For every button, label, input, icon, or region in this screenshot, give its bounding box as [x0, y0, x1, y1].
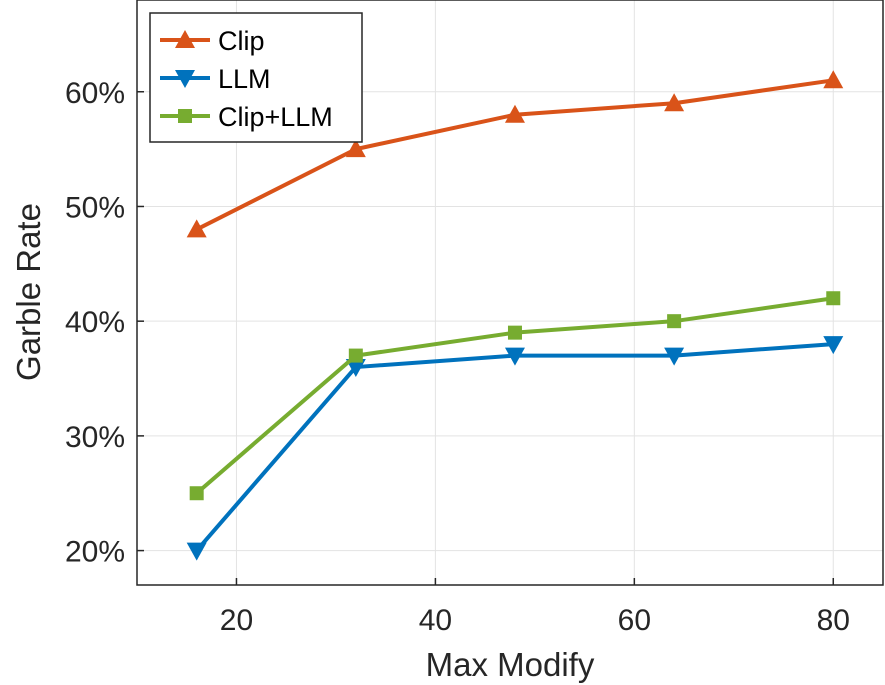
- legend-label-llm: LLM: [218, 64, 271, 94]
- data-point-clip-llm: [826, 291, 841, 306]
- x-axis-label: Max Modify: [426, 646, 595, 683]
- data-point-llm: [664, 347, 685, 366]
- data-point-llm: [823, 336, 844, 355]
- data-point-clip: [823, 70, 844, 89]
- x-axis-ticks: 20 40 60 80: [220, 578, 850, 637]
- series-clip-llm: [189, 291, 841, 501]
- y-tick-label: 30%: [65, 421, 125, 454]
- data-point-clip: [345, 139, 366, 158]
- x-tick-label: 60: [618, 604, 651, 637]
- data-point-llm: [186, 542, 207, 561]
- series-llm: [186, 336, 844, 561]
- legend-label-clip-llm: Clip+LLM: [218, 102, 333, 132]
- series-layer: [186, 70, 844, 561]
- y-tick-label: 50%: [65, 191, 125, 224]
- x-tick-label: 80: [817, 604, 850, 637]
- data-point-clip-llm: [348, 348, 363, 363]
- legend-marker-clip-llm: [178, 109, 192, 123]
- x-tick-label: 40: [419, 604, 452, 637]
- data-point-clip: [664, 93, 685, 112]
- x-tick-label: 20: [220, 604, 253, 637]
- y-axis-ticks: 20% 30% 40% 50% 60%: [65, 77, 144, 569]
- legend-marker-llm: [175, 70, 195, 88]
- data-point-llm: [504, 347, 525, 366]
- data-point-clip-llm: [189, 486, 204, 501]
- y-tick-label: 20%: [65, 536, 125, 569]
- data-point-llm: [345, 359, 366, 378]
- series-clip: [186, 70, 844, 238]
- y-tick-label: 40%: [65, 306, 125, 339]
- data-point-clip-llm: [667, 314, 682, 329]
- data-point-clip: [186, 219, 207, 238]
- plot-frame: [136, 0, 884, 586]
- y-tick-label: 60%: [65, 77, 125, 110]
- legend: Clip LLM Clip+LLM: [149, 12, 363, 143]
- y-axis-label: Garble Rate: [10, 203, 47, 381]
- data-point-clip: [504, 104, 525, 123]
- data-point-clip-llm: [507, 325, 522, 340]
- legend-marker-clip: [175, 30, 195, 48]
- legend-label-clip: Clip: [218, 26, 265, 56]
